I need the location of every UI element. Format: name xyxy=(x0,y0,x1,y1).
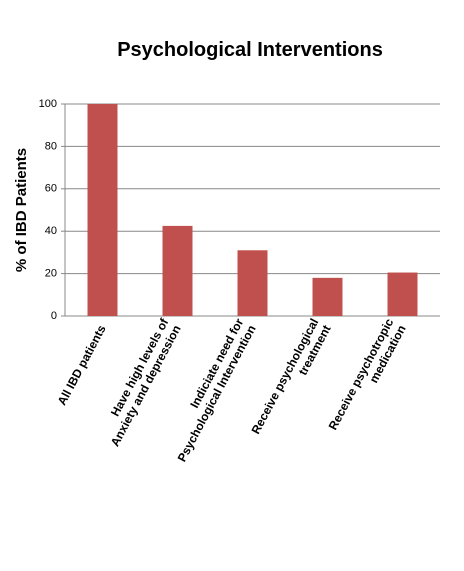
y-tick-label: 0 xyxy=(51,310,57,322)
y-tick-label: 80 xyxy=(45,140,57,152)
bar xyxy=(237,250,268,316)
y-tick-label: 20 xyxy=(45,268,57,280)
bar xyxy=(312,277,343,316)
chart-title: Psychological Interventions xyxy=(117,39,383,61)
y-tick-label: 100 xyxy=(39,98,57,110)
y-tick-label: 40 xyxy=(45,225,57,237)
x-tick-label: Receive psychotropicmedication xyxy=(326,316,409,439)
x-tick-label: All IBD patients xyxy=(55,322,109,407)
bar xyxy=(87,104,118,316)
x-tick-label: Receive psychologicaltreatment xyxy=(249,316,334,443)
y-tick-label: 60 xyxy=(45,183,57,195)
bar xyxy=(387,272,418,316)
bar xyxy=(162,225,193,316)
x-tick-label: Have high levels ofAnxiety and depressio… xyxy=(95,315,184,449)
y-axis-label: % of IBD Patients xyxy=(13,148,30,272)
